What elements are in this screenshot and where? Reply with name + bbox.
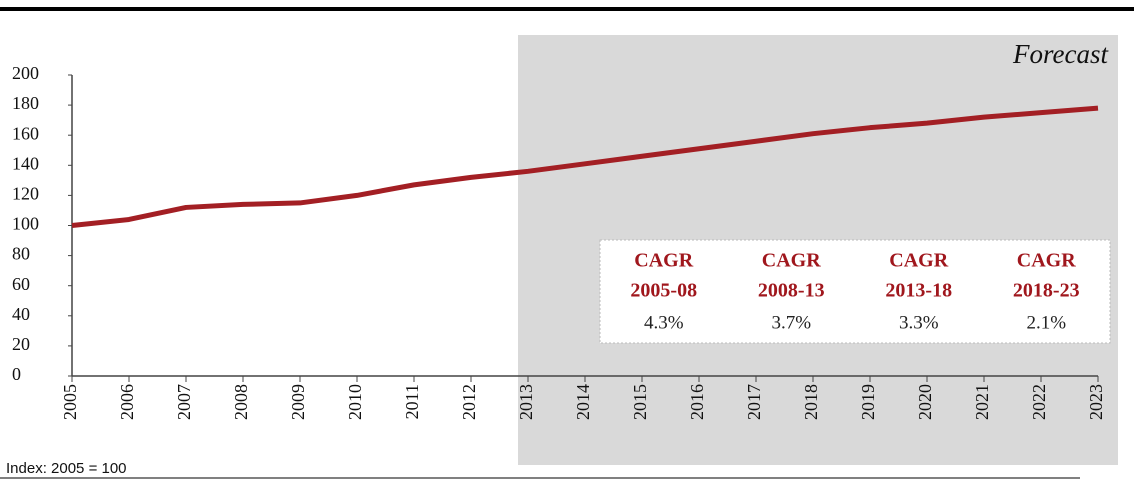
cagr-value: 3.7% (771, 312, 811, 333)
note: Index: 2005 = 100 (6, 460, 127, 477)
x-tick-label: 2022 (1029, 384, 1049, 420)
x-tick-label: 2016 (687, 384, 707, 420)
x-tick-label: 2018 (801, 384, 821, 420)
x-tick-label: 2006 (117, 384, 137, 420)
series-line (71, 105, 1099, 228)
cagr-box (599, 239, 1111, 344)
cagr-period: 2013-18 (885, 280, 952, 302)
y-tick-label: 180 (12, 93, 39, 113)
cagr-period: 2005-08 (630, 280, 697, 302)
x-tick-label: 2007 (174, 384, 194, 420)
x-tick-label: 2021 (972, 384, 992, 420)
x-tick-label: 2017 (744, 384, 764, 420)
y-tick-label: 20 (12, 334, 30, 354)
cagr-value: 2.1% (1026, 312, 1066, 333)
forecast-label: Forecast (1012, 39, 1109, 69)
x-tick-label: 2010 (345, 384, 365, 420)
x-tick-label: 2005 (60, 384, 80, 420)
x-tick-label: 2009 (288, 384, 308, 420)
y-tick-label: 40 (12, 304, 30, 324)
y-tick-label: 100 (12, 214, 39, 234)
y-tick-label: 60 (12, 274, 30, 294)
x-tick-label: 2012 (459, 384, 479, 420)
top-rule (0, 7, 1134, 11)
x-tick-label: 2020 (915, 384, 935, 420)
cagr-value: 3.3% (899, 312, 939, 333)
cagr-title: CAGR (762, 250, 821, 272)
x-tick-label: 2023 (1086, 384, 1106, 420)
y-tick-label: 160 (12, 123, 39, 143)
cagr-period: 2008-13 (758, 280, 825, 302)
y-tick-label: 120 (12, 184, 39, 204)
cagr-title: CAGR (634, 250, 693, 272)
x-tick-label: 2019 (858, 384, 878, 420)
x-tick-label: 2008 (231, 384, 251, 420)
x-tick-label: 2014 (573, 384, 593, 420)
x-tick-label: 2013 (516, 384, 536, 420)
cagr-title: CAGR (889, 250, 948, 272)
y-tick-label: 80 (12, 244, 30, 264)
cagr-title: CAGR (1017, 250, 1076, 272)
x-tick-label: 2015 (630, 384, 650, 420)
y-tick-label: 0 (12, 364, 21, 384)
y-tick-label: 140 (12, 153, 39, 173)
y-tick-label: 200 (12, 63, 39, 83)
x-tick-label: 2011 (402, 384, 422, 419)
cagr-period: 2018-23 (1013, 280, 1080, 302)
cagr-value: 4.3% (644, 312, 684, 333)
